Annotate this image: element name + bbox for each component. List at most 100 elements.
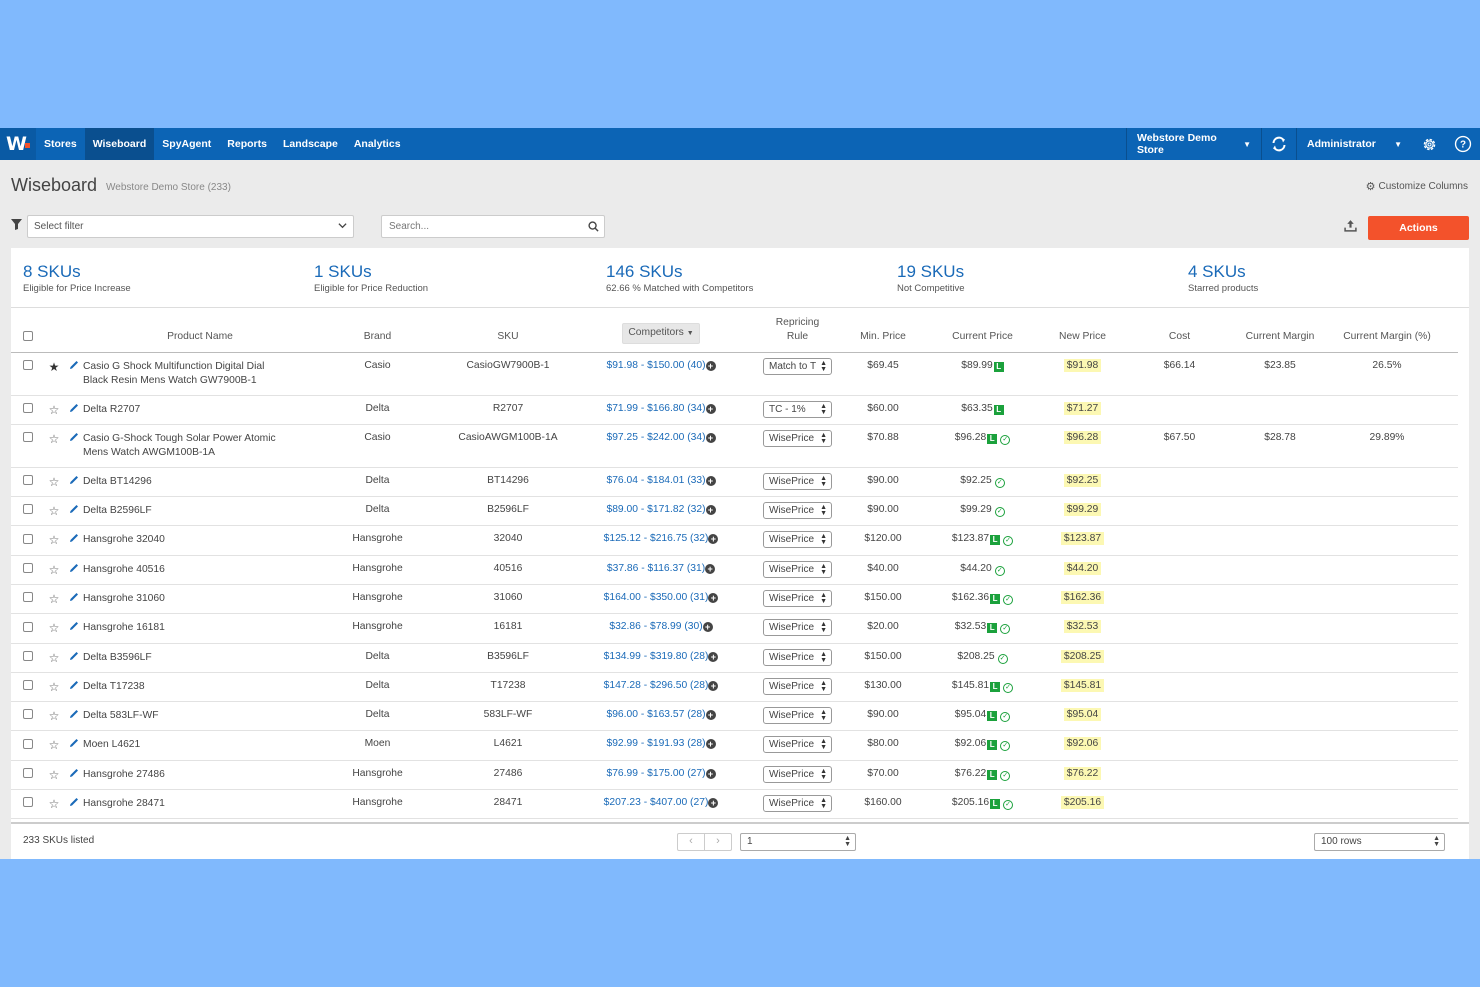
new-price-value[interactable]: $91.98 [1063,358,1102,372]
star-icon[interactable]: ☆ [48,474,60,489]
table-row[interactable]: ☆ Delta 583LF-WF Delta 583LF-WF $96.00 - $16… [11,701,1458,732]
star-filled-icon[interactable]: ★ [48,359,60,374]
new-price-value[interactable]: $99.29 [1063,503,1102,517]
prev-page-button[interactable]: ‹ [689,835,693,847]
table-row[interactable]: ☆ Delta T17238 Delta T17238 $147.28 - $296.5… [11,672,1458,703]
table-row[interactable]: ☆ Hansgrohe 28471 Hansgrohe 28471 $207.23 - … [11,789,1458,820]
competitors-sort-button[interactable]: Competitors ▼ [622,322,700,344]
export-icon[interactable] [1344,219,1357,232]
nav-item-landscape[interactable]: Landscape [282,138,338,150]
new-price-value[interactable]: $145.81 [1060,678,1105,692]
product-name[interactable]: Delta T17238 [83,672,317,703]
nav-item-reports[interactable]: Reports [227,138,267,150]
pencil-icon[interactable] [69,504,79,514]
pencil-icon[interactable] [69,432,79,442]
pencil-icon[interactable] [69,403,79,413]
competitors-link[interactable]: $89.00 - $171.82 (32) [606,504,706,516]
competitors-link[interactable]: $147.28 - $296.50 (28) [603,679,709,691]
plus-circle-icon[interactable]: + [705,475,716,486]
pencil-icon[interactable] [69,738,79,748]
store-dropdown[interactable]: Webstore Demo Store ▼ [1126,128,1261,160]
stat-matched[interactable]: 146 SKUs 62.66 % Matched with Competitor… [606,262,753,294]
col-current-margin[interactable]: Current Margin [1244,309,1316,353]
table-row[interactable]: ★ Casio G Shock Multifunction Digital Dia… [11,352,1458,396]
pencil-icon[interactable] [69,680,79,690]
row-checkbox[interactable] [22,680,33,691]
stat-price-increase[interactable]: 8 SKUs Eligible for Price Increase [23,262,131,294]
star-icon[interactable]: ☆ [48,402,60,417]
stat-not-competitive[interactable]: 19 SKUs Not Competitive [897,262,965,294]
competitors-link[interactable]: $92.99 - $191.93 (28) [606,738,706,750]
star-icon[interactable]: ☆ [48,591,60,606]
product-name[interactable]: Delta 583LF-WF [83,701,317,732]
plus-circle-icon[interactable]: + [705,432,716,443]
row-checkbox[interactable] [22,709,33,720]
plus-circle-icon[interactable]: + [705,403,716,414]
product-name[interactable]: Hansgrohe 27486 [83,760,317,791]
nav-item-stores[interactable]: Stores [44,138,77,150]
competitors-link[interactable]: $97.25 - $242.00 (34) [606,431,706,443]
repricing-rule-select[interactable]: WisePrice ▲ ▼ [763,429,832,447]
repricing-rule-select[interactable]: Match to T ▲ ▼ [763,357,832,375]
rows-per-page-select[interactable]: 100 rows ▲ ▼ [1314,833,1445,851]
table-row[interactable]: ☆ Delta B2596LF Delta B2596LF $89.00 - $171.… [11,496,1458,527]
repricing-rule-select[interactable]: WisePrice ▲ ▼ [763,472,832,490]
row-checkbox[interactable] [22,797,33,808]
pencil-icon[interactable] [69,768,79,778]
new-price-value[interactable]: $44.20 [1063,561,1102,575]
competitors-link[interactable]: $76.99 - $175.00 (27) [606,767,706,779]
row-checkbox[interactable] [22,359,33,370]
pencil-icon[interactable] [69,592,79,602]
col-brand[interactable]: Brand [317,309,438,353]
col-sku[interactable]: SKU [438,309,578,353]
competitors-link[interactable]: $76.04 - $184.01 (33) [606,474,706,486]
row-checkbox[interactable] [22,592,33,603]
col-competitors[interactable]: Competitors ▼ [578,309,744,353]
filter-select[interactable]: Select filter [27,215,354,238]
stat-starred[interactable]: 4 SKUs Starred products [1188,262,1258,294]
star-icon[interactable]: ☆ [48,709,60,724]
competitors-link[interactable]: $32.86 - $78.99 (30) [609,621,703,633]
new-price-value[interactable]: $92.06 [1063,737,1102,751]
pencil-icon[interactable] [69,360,79,370]
product-name[interactable]: Casio G Shock Multifunction Digital Dial… [83,352,317,396]
row-checkbox[interactable] [22,650,33,661]
pencil-icon[interactable] [69,533,79,543]
product-name[interactable]: Hansgrohe 16181 [83,613,317,644]
plus-circle-icon[interactable]: + [708,798,719,809]
new-price-value[interactable]: $32.53 [1063,620,1102,634]
product-name[interactable]: Moen L4621 [83,730,317,761]
star-icon[interactable]: ☆ [48,797,60,812]
nav-item-spyagent[interactable]: SpyAgent [162,138,212,150]
plus-circle-icon[interactable]: + [705,768,716,779]
table-row[interactable]: ☆ Casio G-Shock Tough Solar Power Atomic … [11,424,1458,468]
pencil-icon[interactable] [69,651,79,661]
plus-circle-icon[interactable]: + [708,680,719,691]
table-row[interactable]: ☆ Hansgrohe 32040 Hansgrohe 32040 $125.12 - … [11,525,1458,556]
col-repricing-rule[interactable]: Repricing Rule [744,309,851,353]
new-price-value[interactable]: $71.27 [1063,401,1102,415]
repricing-rule-select[interactable]: WisePrice ▲ ▼ [763,502,832,520]
row-checkbox[interactable] [22,504,33,515]
col-product-name[interactable]: Product Name [83,309,317,353]
star-icon[interactable]: ☆ [48,504,60,519]
pencil-icon[interactable] [69,709,79,719]
row-checkbox[interactable] [22,475,33,486]
plus-circle-icon[interactable]: + [705,739,716,750]
search-icon[interactable] [588,221,599,232]
product-name[interactable]: Hansgrohe 40516 [83,555,317,585]
repricing-rule-select[interactable]: WisePrice ▲ ▼ [763,677,832,695]
repricing-rule-select[interactable]: WisePrice ▲ ▼ [763,795,832,813]
table-row[interactable]: ☆ Hansgrohe 31060 Hansgrohe 31060 $164.00 - … [11,584,1458,615]
new-price-value[interactable]: $123.87 [1060,532,1105,546]
next-page-button[interactable]: › [704,834,731,850]
nav-item-wiseboard[interactable]: Wiseboard [84,128,155,160]
star-icon[interactable]: ☆ [48,738,60,753]
pencil-icon[interactable] [69,797,79,807]
repricing-rule-select[interactable]: WisePrice ▲ ▼ [763,531,832,549]
competitors-link[interactable]: $96.00 - $163.57 (28) [606,709,706,721]
user-dropdown[interactable]: Administrator ▼ [1297,128,1412,160]
plus-circle-icon[interactable]: + [708,534,719,545]
table-row[interactable]: ☆ Hansgrohe 27486 Hansgrohe 27486 $76.99 - $… [11,760,1458,791]
competitors-link[interactable]: $125.12 - $216.75 (32) [603,533,709,545]
